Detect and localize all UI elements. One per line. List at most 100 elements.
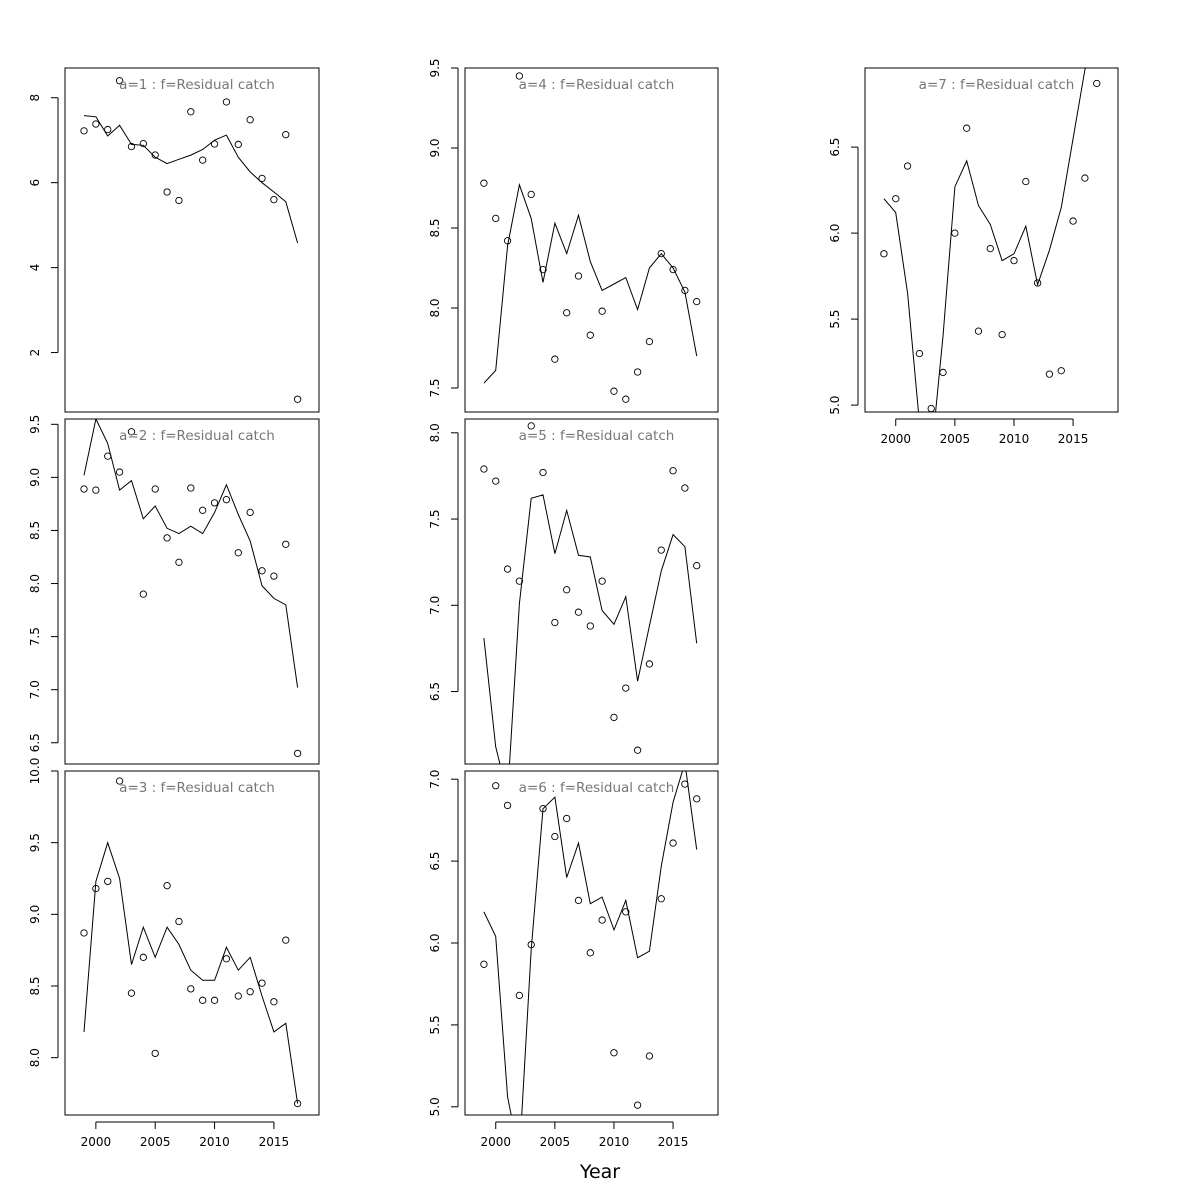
panel-3-observed-point xyxy=(246,988,254,996)
panel-7-y-tick-label: 6.5 xyxy=(828,138,842,157)
panel-7-observed-point xyxy=(1045,370,1054,378)
panel-7-observed-point xyxy=(951,229,959,237)
panel-7-observed-point xyxy=(892,195,900,203)
panel-7-x-tick-label: 2010 xyxy=(999,432,1030,446)
panel-2-observed-point xyxy=(127,428,136,436)
panel-3-observed-point xyxy=(270,998,278,1006)
panel-5-observed-point xyxy=(527,422,535,430)
panel-6-observed-point xyxy=(669,839,677,847)
panel-3-y-tick-label: 8.0 xyxy=(28,1048,42,1067)
panel-1-y-tick-label: 4 xyxy=(28,264,42,272)
panel-4-y-tick-label: 8.0 xyxy=(428,298,442,317)
panel-2-observed-point xyxy=(139,590,147,598)
panel-5-plot-area xyxy=(480,422,701,764)
panel-6-y-tick-label: 5.0 xyxy=(428,1097,442,1116)
panel-7-x-tick-label: 2000 xyxy=(880,432,911,446)
panel-5-observed-point xyxy=(492,477,500,485)
panel-5-observed-point xyxy=(693,561,701,570)
panel-7-y-tick-label: 5.0 xyxy=(828,396,842,415)
panel-2-observed-point xyxy=(80,485,88,493)
panel-6-observed-point xyxy=(598,916,606,924)
panel-3-fitted-line xyxy=(83,841,299,1104)
panel-2-frame xyxy=(64,418,320,765)
panel-1-observed-point xyxy=(293,395,302,403)
panel-2-fitted-line xyxy=(83,419,299,688)
panel-2-title: a=2 : f=Residual catch xyxy=(119,428,275,444)
panel-5-observed-point xyxy=(598,577,606,585)
panel-2-observed-point xyxy=(282,540,290,548)
panel-5-observed-point xyxy=(503,565,512,573)
panel-4-observed-point xyxy=(681,286,689,295)
panel-6-x-tick-label: 2005 xyxy=(540,1135,571,1149)
panel-4-observed-point xyxy=(539,265,547,274)
panel-2-y-tick-label: 7.0 xyxy=(28,680,42,699)
panel-7-plot-area xyxy=(880,68,1101,412)
panel-5-observed-point xyxy=(657,546,665,554)
panel-1-observed-point xyxy=(222,98,231,106)
panel-1-observed-point xyxy=(282,131,290,139)
panel-6-observed-point xyxy=(574,896,583,905)
panel-7: 5.0 5.5 6.0 6.5 2000 2005 2010 2015 a=7 : f=Resi… xyxy=(828,67,1119,446)
panel-5-y-tick-label: 8.0 xyxy=(428,423,442,442)
panel-7-observed-point xyxy=(939,368,947,377)
panel-2-observed-point xyxy=(210,499,219,507)
panel-4-y-tick-label: 9.5 xyxy=(428,58,442,77)
panel-6-title: a=6 : f=Residual catch xyxy=(519,780,675,796)
panel-1-fitted-line xyxy=(83,115,299,244)
panel-4-observed-point xyxy=(693,297,701,306)
panel-7-title: a=7 : f=Residual catch xyxy=(919,77,1075,93)
panel-3-plot-area xyxy=(80,777,302,1108)
panel-3-observed-point xyxy=(92,884,100,893)
panel-1-frame xyxy=(64,67,320,413)
panel-1-observed-point xyxy=(139,139,147,148)
panel-1-y-tick-label: 6 xyxy=(28,179,42,187)
panel-5-y-tick-label: 6.5 xyxy=(428,682,442,701)
panel-3-observed-point xyxy=(115,777,124,785)
panel-5-observed-point xyxy=(574,608,583,616)
panel-4-observed-point xyxy=(574,272,583,280)
panel-3-frame xyxy=(64,770,320,1116)
panel-6-observed-point xyxy=(610,1049,618,1057)
panel-7-observed-point xyxy=(1057,367,1065,375)
panel-3-x-tick-label: 2010 xyxy=(199,1135,230,1149)
panel-2-observed-point xyxy=(270,572,278,580)
panel-4-observed-point xyxy=(598,307,606,315)
panel-3-y-tick-label: 9.5 xyxy=(28,833,42,852)
panel-1-plot-area xyxy=(80,77,302,403)
panel-3-observed-point xyxy=(104,877,112,886)
panel-3-title: a=3 : f=Residual catch xyxy=(119,780,275,796)
panel-2-y-tick-label: 8.5 xyxy=(28,521,42,540)
panel-1-observed-point xyxy=(246,116,254,124)
panel-2-observed-point xyxy=(199,506,207,514)
panel-7-observed-point xyxy=(1033,279,1042,287)
panel-4-frame xyxy=(464,67,719,413)
panel-1-observed-point xyxy=(199,156,207,164)
panel-6-observed-point xyxy=(527,940,535,949)
panel-2-plot-area xyxy=(80,419,302,758)
panel-2-observed-point xyxy=(258,567,266,575)
panel-4-fitted-line xyxy=(483,182,698,384)
panel-3-observed-point xyxy=(175,917,183,926)
panel-6-x-tick-label: 2015 xyxy=(658,1135,689,1149)
panel-5-observed-point xyxy=(645,660,654,668)
panel-4-observed-point xyxy=(551,355,559,363)
panel-2-observed-point xyxy=(151,485,159,493)
panel-3-observed-point xyxy=(282,936,290,944)
panel-7-observed-point xyxy=(1093,79,1101,88)
panel-1-observed-point xyxy=(234,140,242,149)
panel-4-observed-point xyxy=(657,249,665,258)
panel-3-observed-point xyxy=(222,955,231,963)
panel-3-observed-point xyxy=(127,989,136,997)
panel-5: 6.5 7.0 7.5 8.0 a=5 : f=Residual catch xyxy=(428,418,719,765)
panel-5-frame xyxy=(464,418,719,765)
panel-2-observed-point xyxy=(234,549,242,557)
panel-5-observed-point xyxy=(669,467,677,475)
panel-4-y-tick-label: 7.5 xyxy=(428,378,442,397)
panel-3: 8.0 8.5 9.0 9.5 10.0 2000 2005 2010 2015 a=3 : f=… xyxy=(28,758,320,1149)
panel-1-y-tick-label: 2 xyxy=(28,349,42,357)
panel-7-observed-point xyxy=(998,330,1006,339)
panel-6-observed-point xyxy=(622,908,630,916)
panel-2-observed-point xyxy=(246,508,254,517)
